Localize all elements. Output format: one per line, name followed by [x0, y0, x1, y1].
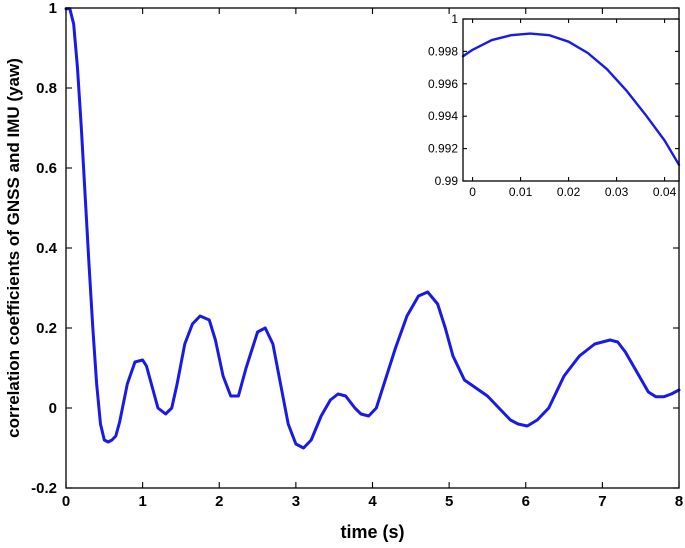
inset-x-tick-label: 0	[469, 185, 476, 199]
main-y-tick-label: 0.4	[36, 240, 58, 257]
main-x-tick-label: 8	[675, 493, 683, 510]
main-y-tick-label: 0	[49, 400, 57, 417]
main-y-tick-label: -0.2	[31, 480, 57, 497]
main-x-tick-label: 6	[522, 493, 530, 510]
inset-x-tick-label: 0.04	[653, 185, 677, 199]
inset-y-tick-label: 0.996	[428, 77, 458, 91]
main-y-tick-label: 0.8	[36, 80, 57, 97]
main-x-tick-label: 1	[138, 493, 146, 510]
inset-y-tick-label: 0.998	[428, 44, 458, 58]
main-x-tick-label: 5	[445, 493, 453, 510]
main-y-tick-label: 1	[49, 0, 57, 17]
main-series-line-0	[64, 7, 681, 450]
main-x-tick-label: 3	[292, 493, 300, 510]
inset-x-tick-label: 0.02	[557, 185, 581, 199]
inset-background	[463, 19, 679, 181]
inset-plot: 0 0.01 0.02 0.03 0.04 0.99 0.992 0.994 0.996 0.99…	[428, 12, 681, 199]
inset-axes-frame	[462, 18, 680, 182]
main-x-tick-label: 2	[215, 493, 223, 510]
main-x-tick-label: 4	[368, 493, 377, 510]
main-x-tick-label: 7	[598, 493, 606, 510]
main-plot: 0 1 2 3 4 5 6 7 8 -0.2 0 0.2 0.4 0.6 0.8 1 time (s) corre…	[4, 0, 683, 542]
main-x-axis-title: time (s)	[340, 522, 404, 542]
inset-x-tick-label: 0.01	[509, 185, 533, 199]
inset-y-tick-label: 0.994	[428, 109, 458, 123]
inset-series-line-0	[461, 32, 681, 166]
inset-y-tick-label: 0.992	[428, 142, 458, 156]
inset-x-tick-label: 0.03	[605, 185, 629, 199]
main-y-tick-label: 0.6	[36, 160, 57, 177]
main-x-tick-label: 0	[62, 493, 70, 510]
main-y-tick-label: 0.2	[36, 320, 57, 337]
inset-y-tick-label: 1	[451, 12, 458, 26]
inset-y-tick-label: 0.99	[435, 174, 459, 188]
main-y-axis-title: correlation coefficients of GNSS and IMU…	[4, 58, 23, 438]
